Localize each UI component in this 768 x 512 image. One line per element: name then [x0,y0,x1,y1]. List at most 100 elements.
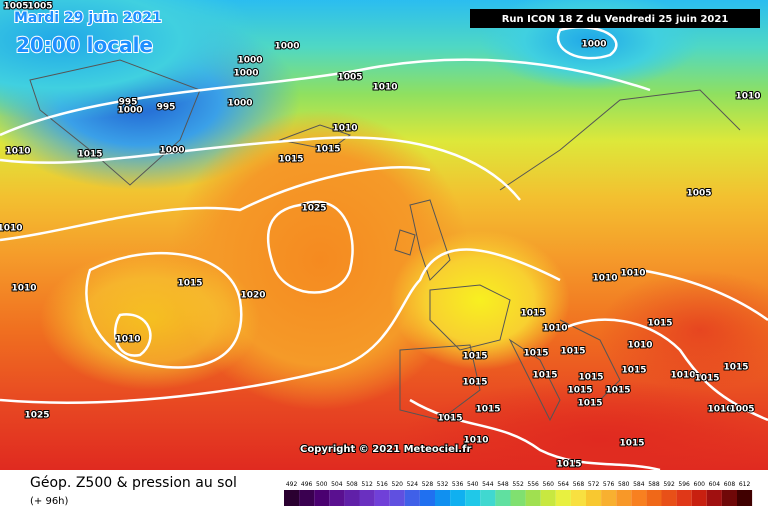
legend-swatch [661,490,677,506]
isobar-label: 1010 [670,371,695,381]
time-label: 20:00 locale [16,33,153,57]
isobar-label: 1010 [5,147,30,157]
footer-lead: (+ 96h) [30,496,69,507]
isobar-label: 1010 [11,284,36,294]
isobar-label: 1015 [475,405,500,415]
legend-swatch [419,490,435,506]
legend-swatch [284,490,300,506]
isobar-label: 995 [119,98,138,108]
isobar-label: 1015 [578,373,603,383]
copyright: Copyright © 2021 Meteociel.fr [300,444,471,455]
isobar-label: 1000 [237,56,262,66]
legend-swatch [465,490,481,506]
legend: 492 496 500 504 508 512 516 520 524 528 532 536 540 5… [284,481,753,506]
legend-label: 544 [482,481,494,488]
legend-label: 552 [512,481,524,488]
legend-label: 584 [633,481,645,488]
isobar-label: 1015 [523,349,548,359]
legend-label: 500 [316,481,328,488]
isobar-label: 1015 [621,366,646,376]
legend-label: 596 [678,481,690,488]
legend-label: 508 [346,481,358,488]
legend-swatch [646,490,662,506]
isobar-label: 1015 [315,145,340,155]
legend-swatch [691,490,707,506]
legend-swatch [631,490,647,506]
legend-label: 548 [497,481,509,488]
isobar-label: 1015 [556,460,581,470]
legend-swatch [344,490,360,506]
isobar-label: 1000 [227,99,252,109]
isobar-label: 1015 [462,352,487,362]
legend-label: 516 [376,481,388,488]
isobar-label: 1005 [686,189,711,199]
legend-swatch [525,490,541,506]
legend-swatch [586,490,602,506]
legend-swatch [374,490,390,506]
legend-label: 492 [286,481,298,488]
isobar-label: 1015 [723,363,748,373]
footer-title: Géop. Z500 & pression au sol [30,475,237,491]
isobar-label: 1015 [605,386,630,396]
isobars [0,26,768,472]
isobar-label: 1015 [177,279,202,289]
legend-label: 504 [331,481,343,488]
legend-label: 572 [588,481,600,488]
legend-swatch [570,490,586,506]
legend-swatch [299,490,315,506]
legend-swatch [706,490,722,506]
isobar-label: 1015 [619,439,644,449]
isobar-label: 1000 [117,106,142,116]
isobar-label: 1015 [647,319,672,329]
isobar-label: 1015 [520,309,545,319]
isobar-label: 1010 [620,269,645,279]
legend-swatch [314,490,330,506]
legend-label: 588 [648,481,660,488]
isobar-label: 1010 [542,324,567,334]
isobar-label: 1015 [437,414,462,424]
isobar-label: 1010 [332,124,357,134]
legend-swatch [676,490,692,506]
isobar-label: 1010 [592,274,617,284]
run-info: Run ICON 18 Z du Vendredi 25 juin 2021 [502,14,729,25]
legend-label: 536 [452,481,464,488]
isobar-label: 1000 [581,40,606,50]
legend-swatch [616,490,632,506]
isobar-label: 1025 [301,204,326,214]
legend-label: 612 [739,481,751,488]
legend-swatch [601,490,617,506]
legend-swatch [329,490,345,506]
legend-swatch [450,490,466,506]
isobar-label: 1015 [462,378,487,388]
isobar-label: 1025 [24,411,49,421]
legend-label: 600 [694,481,706,488]
legend-label: 532 [437,481,449,488]
isobar-label: 1015 [532,371,557,381]
legend-label: 556 [527,481,539,488]
isobar-label: 1010 [707,405,732,415]
isobar-label: 1020 [240,291,265,301]
isobar-label: 1005 [729,405,754,415]
legend-label: 604 [709,481,721,488]
legend-label: 496 [301,481,313,488]
isobar-label: 1010 [115,335,140,345]
legend-swatch [555,490,571,506]
isobar-label: 1005 [3,2,28,12]
legend-swatch [510,490,526,506]
legend-label: 576 [603,481,615,488]
legend-label: 580 [618,481,630,488]
isobar-label: 1010 [0,224,23,234]
isobar-label: 1005 [27,2,52,12]
isobar-label: 995 [157,103,176,113]
legend-label: 608 [724,481,736,488]
isobar-label: 1010 [627,341,652,351]
isobar-label: 1015 [560,347,585,357]
run-box [470,9,760,28]
legend-swatch [404,490,420,506]
isobar-label: 1015 [567,386,592,396]
isobar-label: 1015 [77,150,102,160]
legend-swatch [389,490,405,506]
isobar-label: 1015 [694,374,719,384]
isobar-label: 1010 [735,92,760,102]
